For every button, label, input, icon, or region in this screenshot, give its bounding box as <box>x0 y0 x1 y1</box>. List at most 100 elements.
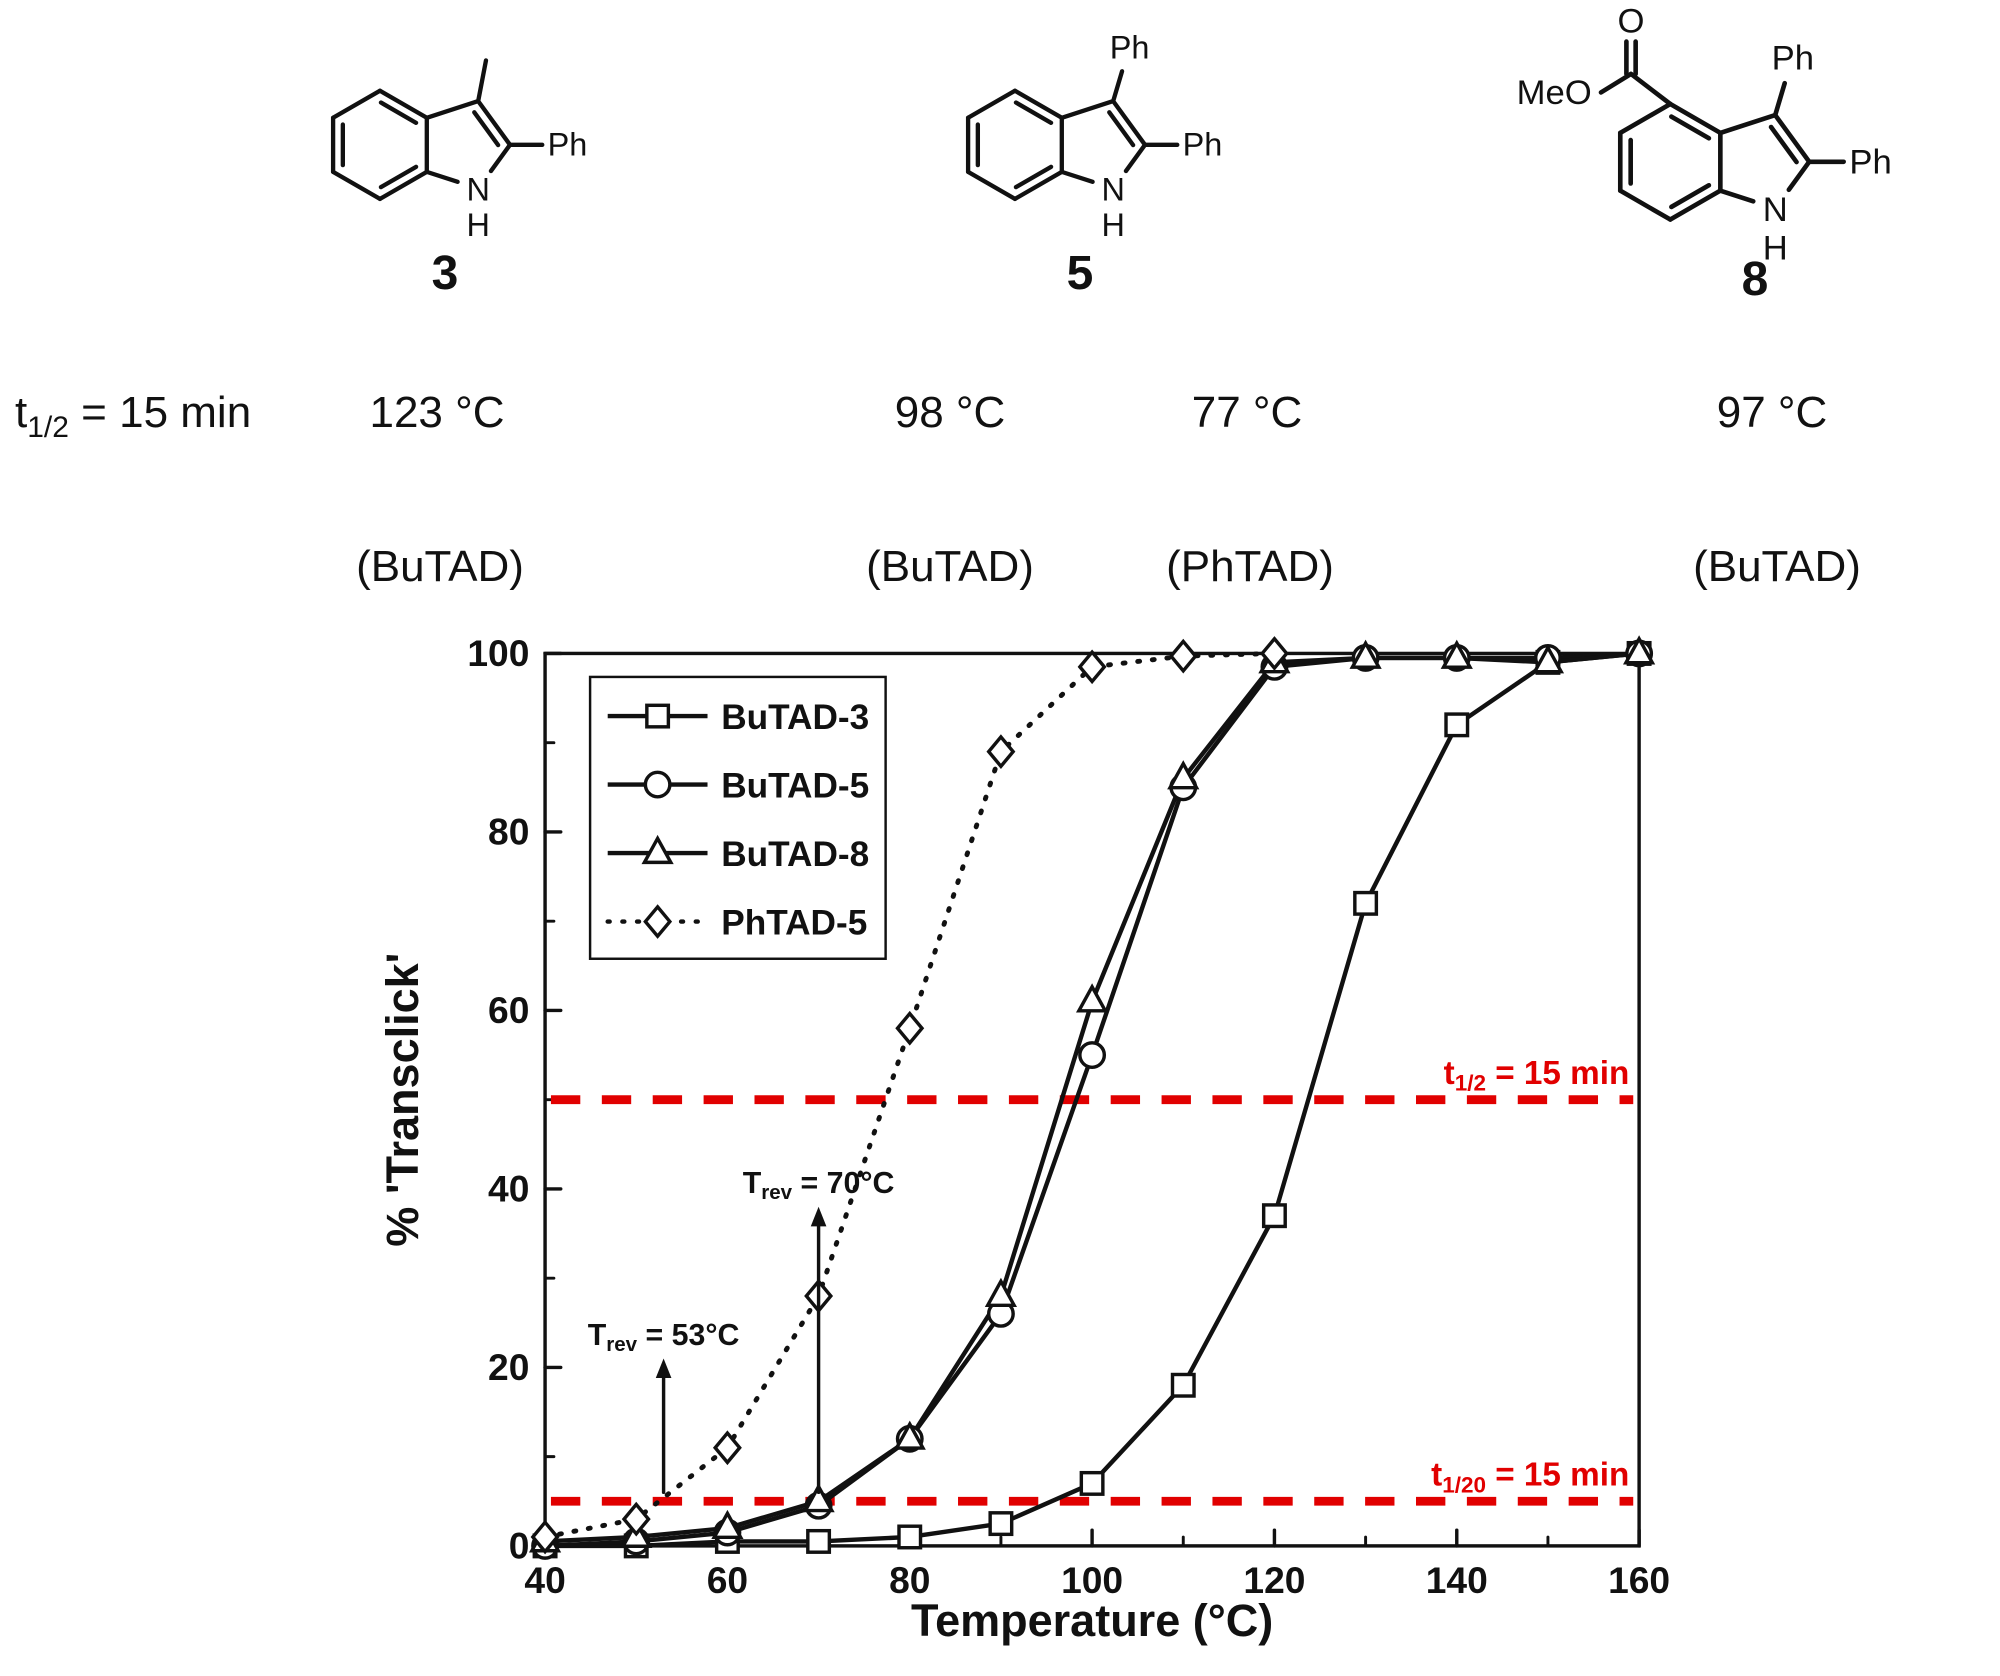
marker-circle <box>1078 1041 1107 1069</box>
half-life-label-sub: 1/2 <box>27 410 69 444</box>
x-tick-label: 60 <box>707 1559 748 1601</box>
marker-diamond <box>1077 649 1107 685</box>
x-axis-title: Temperature (°C) <box>911 1595 1273 1646</box>
bond-line <box>1617 101 1673 136</box>
structure-5-label: 5 <box>1066 247 1094 300</box>
marker-triangle <box>1531 644 1565 674</box>
x-tick-label: 100 <box>1061 1559 1123 1601</box>
marker-square <box>1353 890 1379 916</box>
bond-line <box>1668 101 1723 136</box>
annotation-arrowhead <box>655 1358 672 1379</box>
double-bond-inner <box>1669 182 1712 210</box>
marker-square <box>897 1524 923 1550</box>
marker-diamond <box>712 1430 742 1466</box>
marker-square <box>1444 712 1470 738</box>
reference-line-label: t1/20 = 15 min <box>1431 1457 1629 1498</box>
marker-triangle <box>984 1277 1018 1308</box>
annotation-label: Trev = 70°C <box>743 1167 895 1204</box>
marker-triangle <box>641 834 674 865</box>
bond-line <box>1111 69 1125 104</box>
x-tick-label: 140 <box>1426 1559 1488 1601</box>
bond-line <box>424 98 481 120</box>
bond-line <box>965 88 1018 120</box>
legend-entry-label: PhTAD-5 <box>721 903 867 942</box>
marker-triangle <box>1349 639 1382 669</box>
structure-3-drawing: NH Ph <box>330 58 588 243</box>
marker-square <box>988 1511 1014 1537</box>
double-bond-inner <box>1669 114 1712 141</box>
bond-line <box>1111 98 1148 147</box>
marker-triangle <box>1075 983 1109 1013</box>
bond-line <box>1772 80 1788 118</box>
methyl-bond <box>476 58 489 104</box>
bond-line <box>377 88 429 120</box>
bond-line <box>1718 188 1756 204</box>
nh-hydrogen-label: H <box>1101 207 1124 243</box>
tad-label-1: (BuTAD) <box>866 542 1034 591</box>
marker-square <box>1261 1203 1287 1229</box>
y-tick-label: 20 <box>488 1346 529 1388</box>
methoxy-label: MeO <box>1517 74 1592 112</box>
legend-entry-label: BuTAD-5 <box>721 766 869 805</box>
carbonyl-oxygen-label: O <box>1618 2 1645 40</box>
bond-line <box>1012 88 1064 120</box>
tad-label-3: (BuTAD) <box>1693 542 1861 591</box>
nitrogen-label: N <box>1763 191 1788 229</box>
marker-triangle <box>1440 639 1473 669</box>
marker-triangle <box>1623 635 1656 665</box>
bond-line <box>1123 142 1148 174</box>
structure-8-label: 8 <box>1741 253 1769 306</box>
marker-diamond <box>530 1519 560 1555</box>
marker-triangle <box>711 1509 744 1540</box>
y-axis-title: % 'Transclick' <box>377 953 428 1247</box>
bond-line <box>1786 159 1812 193</box>
bond-line <box>1668 188 1723 222</box>
double-bond-inner <box>1013 164 1054 190</box>
double-bond-inner <box>378 100 419 125</box>
x-tick-label: 160 <box>1608 1559 1670 1601</box>
marker-diamond <box>895 1010 925 1046</box>
bond-line <box>424 169 460 185</box>
bond-line <box>1772 112 1812 165</box>
double-bond-inner <box>1013 100 1054 125</box>
bond-line <box>1617 188 1673 222</box>
x-tick-label: 80 <box>889 1559 930 1601</box>
bond-line <box>377 169 429 202</box>
legend-box <box>588 675 887 960</box>
double-bond-inner <box>378 164 419 190</box>
double-bond-inner <box>472 110 501 148</box>
bond-line <box>1598 71 1634 95</box>
marker-diamond <box>1168 638 1198 674</box>
transclick-chart: 40 60 80 100 120 140 160 0 20 40 60 80 100 t1/2 = 15 … <box>377 632 1670 1646</box>
half-life-temp-structure-3: 123 °C <box>369 388 505 437</box>
bond-line <box>330 88 383 120</box>
bond-line <box>330 169 383 202</box>
marker-diamond <box>621 1501 651 1537</box>
nh-hydrogen-label: H <box>1763 229 1788 267</box>
marker-square <box>1079 1470 1105 1496</box>
half-life-temp-phtad-5: 77 °C <box>1191 388 1303 437</box>
bond-line <box>1718 112 1778 136</box>
x-tick-label: 120 <box>1243 1559 1305 1601</box>
bond-line <box>1628 71 1673 107</box>
phenyl-label: Ph <box>1110 29 1150 65</box>
nitrogen-label: N <box>466 171 489 207</box>
legend-entry-label: BuTAD-8 <box>721 835 869 874</box>
marker-diamond <box>643 904 673 939</box>
annotation-arrowhead <box>810 1206 827 1227</box>
x-tick-label: 40 <box>524 1559 565 1601</box>
phenyl-label: Ph <box>1849 143 1891 181</box>
bond-line <box>1059 98 1116 120</box>
y-tick-label: 80 <box>488 811 529 853</box>
half-life-row-label: t1/2 = 15 min <box>15 388 251 445</box>
phenyl-label: Ph <box>548 127 588 163</box>
marker-diamond <box>1259 636 1289 671</box>
double-bond-inner <box>1768 124 1799 165</box>
structure-8-drawing: NH Ph Ph O MeO <box>1517 2 1892 267</box>
tad-label-2: (PhTAD) <box>1166 542 1334 591</box>
y-tick-label: 100 <box>467 632 529 674</box>
marker-circle <box>643 770 672 799</box>
half-life-temp-structure-8: 97 °C <box>1716 388 1828 437</box>
half-life-label-post: = 15 min <box>68 388 252 437</box>
bond-line <box>476 98 513 147</box>
